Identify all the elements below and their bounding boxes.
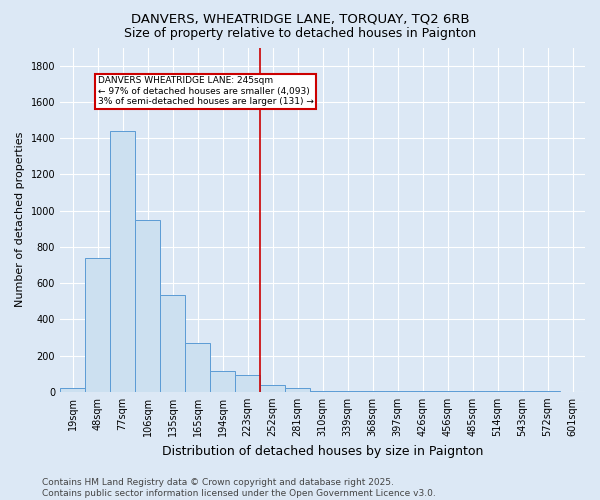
- Bar: [185, 343, 210, 392]
- Bar: [60, 388, 85, 392]
- Text: DANVERS, WHEATRIDGE LANE, TORQUAY, TQ2 6RB: DANVERS, WHEATRIDGE LANE, TORQUAY, TQ2 6…: [131, 12, 469, 26]
- Y-axis label: Number of detached properties: Number of detached properties: [15, 132, 25, 308]
- X-axis label: Distribution of detached houses by size in Paignton: Distribution of detached houses by size …: [162, 444, 483, 458]
- Bar: [85, 258, 110, 392]
- Bar: [285, 388, 310, 392]
- Bar: [135, 220, 160, 392]
- Bar: [235, 376, 260, 392]
- Bar: [110, 131, 135, 392]
- Bar: [260, 384, 285, 392]
- Text: Size of property relative to detached houses in Paignton: Size of property relative to detached ho…: [124, 28, 476, 40]
- Bar: [210, 371, 235, 392]
- Text: DANVERS WHEATRIDGE LANE: 245sqm
← 97% of detached houses are smaller (4,093)
3% : DANVERS WHEATRIDGE LANE: 245sqm ← 97% of…: [98, 76, 313, 106]
- Text: Contains HM Land Registry data © Crown copyright and database right 2025.
Contai: Contains HM Land Registry data © Crown c…: [42, 478, 436, 498]
- Bar: [310, 391, 335, 392]
- Bar: [160, 295, 185, 392]
